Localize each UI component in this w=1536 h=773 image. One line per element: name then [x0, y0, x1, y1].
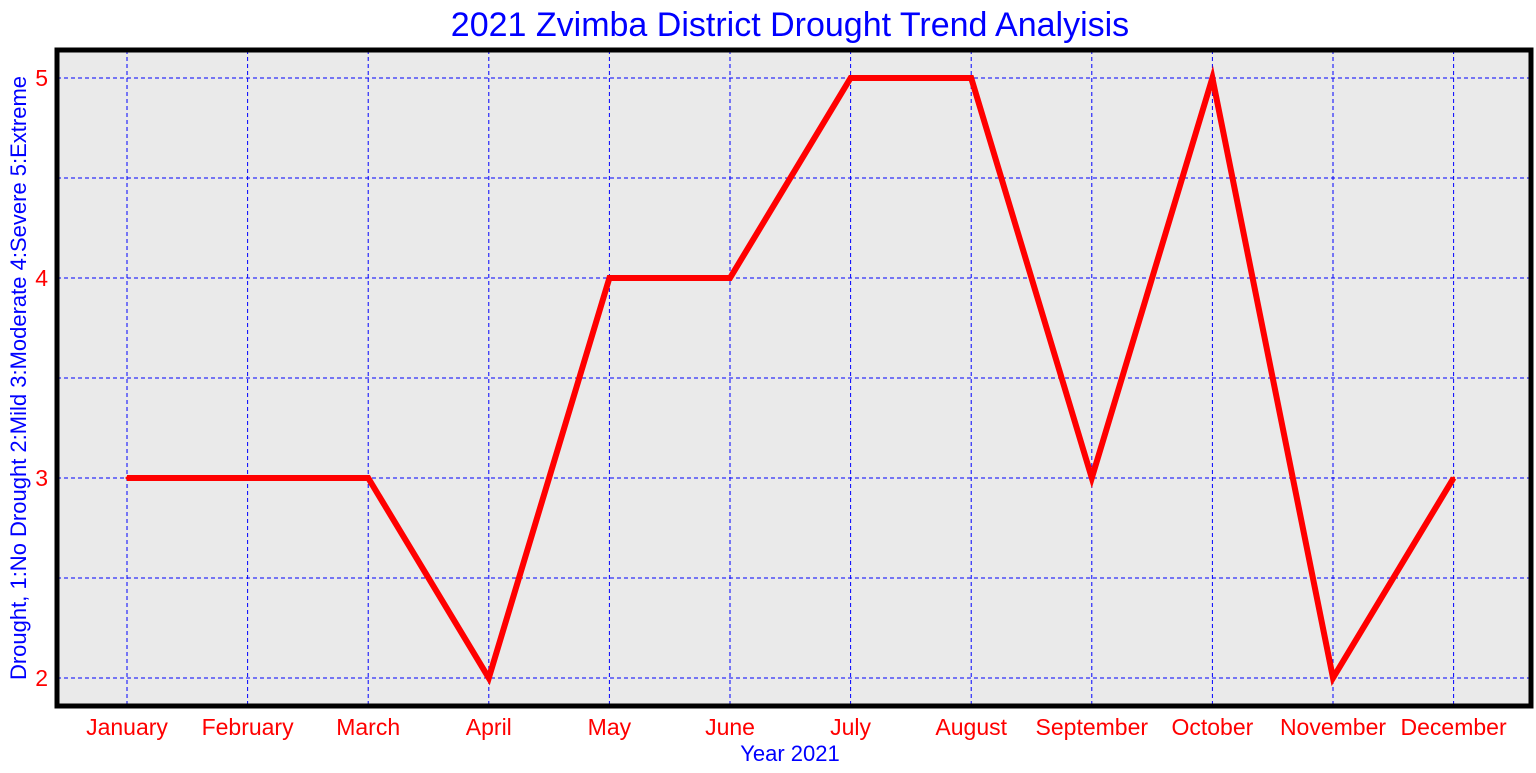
y-axis-label: Drought, 1:No Drought 2:Mild 3:Moderate …: [6, 76, 31, 680]
x-tick-label: May: [588, 714, 632, 740]
x-tick-label: February: [202, 714, 295, 740]
x-tick-label: October: [1171, 714, 1253, 740]
data-point: [1210, 76, 1214, 80]
y-tick-label: 2: [35, 665, 48, 691]
plot-frame: [54, 47, 1534, 709]
x-tick-label: December: [1401, 714, 1507, 740]
x-tick-label: March: [336, 714, 400, 740]
data-point: [125, 476, 129, 480]
x-axis-label: Year 2021: [740, 741, 840, 766]
data-point: [1452, 476, 1456, 480]
x-tick-label: September: [1036, 714, 1149, 740]
data-point: [728, 276, 732, 280]
data-point: [969, 76, 973, 80]
data-point: [487, 676, 491, 680]
data-point: [849, 76, 853, 80]
chart-title: 2021 Zvimba District Drought Trend Analy…: [451, 6, 1129, 44]
x-tick-label: November: [1280, 714, 1386, 740]
y-tick-label: 3: [35, 465, 48, 491]
series-layer: [125, 65, 1457, 687]
data-point: [246, 476, 250, 480]
x-tick-label: April: [466, 714, 512, 740]
series-line: [127, 65, 1457, 687]
data-point: [607, 276, 611, 280]
y-tick-label: 4: [35, 265, 48, 291]
x-tick-label: January: [86, 714, 168, 740]
x-tick-label: June: [705, 714, 755, 740]
y-tick-label: 5: [35, 65, 48, 91]
x-tick-label: July: [830, 714, 871, 740]
gridlines: [57, 50, 1531, 706]
x-tick-labels: January February March April May June July Augu…: [86, 714, 1507, 740]
data-point: [1090, 476, 1094, 480]
data-point: [1331, 676, 1335, 680]
data-point: [366, 476, 370, 480]
x-tick-label: August: [935, 714, 1007, 740]
y-tick-labels: 2 3 4 5: [35, 65, 48, 691]
